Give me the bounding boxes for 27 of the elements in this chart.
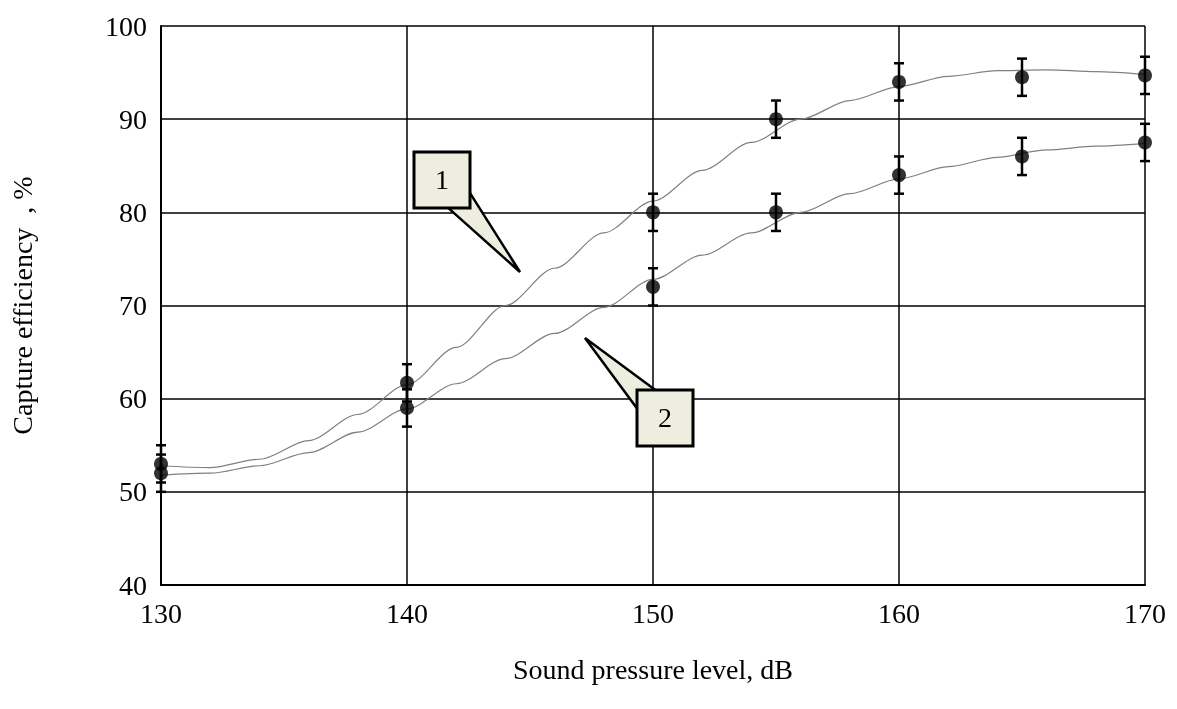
annotation: 2 [637, 390, 693, 446]
y-tick-label: 50 [119, 476, 147, 508]
y-tick-label: 100 [105, 10, 147, 42]
y-axis-title: Capture efficiency , % [6, 176, 38, 435]
x-tick-label: 170 [1124, 597, 1166, 629]
point [769, 205, 783, 220]
x-tick-label: 160 [878, 597, 920, 629]
point [646, 205, 660, 220]
y-tick-label: 90 [119, 103, 147, 135]
point [400, 400, 414, 415]
y-tick-label: 60 [119, 383, 147, 415]
point [154, 466, 168, 481]
x-tick-label: 140 [386, 597, 428, 629]
point [646, 279, 660, 294]
point [892, 168, 906, 183]
point [1138, 135, 1152, 150]
point [400, 375, 414, 390]
point [769, 112, 783, 127]
x-tick-label: 150 [632, 597, 674, 629]
annotation: 1 [414, 152, 470, 208]
point [1015, 149, 1029, 164]
y-tick-label: 70 [119, 290, 147, 321]
point [892, 74, 906, 89]
y-tick-label: 80 [119, 196, 147, 228]
point [1138, 68, 1152, 83]
x-axis-title: Sound pressure level, dB [513, 653, 793, 685]
point [1015, 70, 1029, 85]
